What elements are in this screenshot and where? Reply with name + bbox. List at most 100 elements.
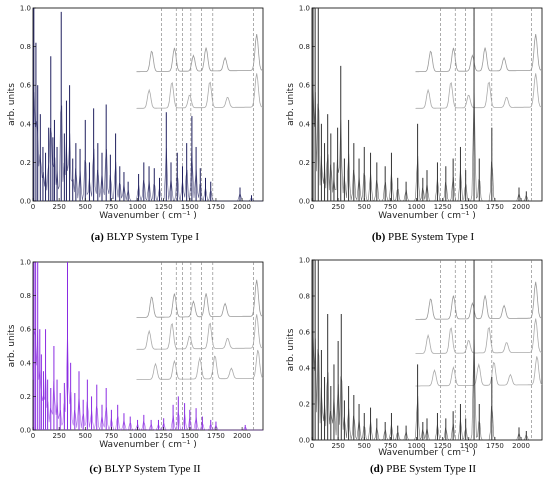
x-tick-label: 2000 [233,203,251,211]
x-tick-label: 1250 [434,442,452,450]
plot-frame [32,7,264,202]
x-tick-label: 1250 [434,203,452,211]
x-tick-label: 0 [310,203,314,211]
spectrum-line [32,329,263,431]
y-tick-label: 0.6 [299,82,311,90]
zoom-trace [415,34,543,73]
spectrum-series [311,8,542,202]
x-tick-label: 1000 [408,203,426,211]
panel-caption: (d) PBE System Type II [370,463,476,475]
zoom-trace [415,356,543,387]
x-axis-label: Wavenumber ( cm⁻¹ ) [378,448,476,458]
y-tick-label: 0.2 [299,159,310,167]
chart-panel: 0 250 500 750 1000 1250 1500 1750 2000 0.0 0.2 0.4 0… [286,5,543,243]
zoom-trace [136,34,264,73]
panel-letter: (a) [91,231,104,243]
plot-frame [311,7,543,202]
y-tick-label: 0.0 [20,427,31,435]
y-tick-label: 0.8 [299,43,310,51]
x-tick-label: 1750 [486,203,504,211]
x-tick-label: 750 [384,442,397,450]
panel-caption: (c) BLYP System Type II [89,463,201,475]
x-tick-label: 2000 [512,203,530,211]
x-tick-label: 250 [331,203,344,211]
y-tick-label: 0.0 [20,198,31,206]
panel-caption-text: BLYP System Type I [104,231,200,243]
y-tick-label: 0.2 [20,393,31,401]
zoom-trace [136,73,264,109]
zoom-trace [136,279,264,318]
y-tick-label: 0.6 [20,326,32,334]
spectrum-series [311,260,542,441]
x-tick-label: 0 [310,442,314,450]
spectrum-series [32,8,263,202]
x-axis-label: Wavenumber ( cm⁻¹ ) [378,211,476,221]
x-tick-label: 0 [31,432,35,440]
x-tick-label: 250 [331,442,344,450]
x-axis-label: Wavenumber ( cm⁻¹ ) [99,211,197,221]
x-tick-label: 1500 [181,203,199,211]
y-tick-label: 0.8 [20,43,31,51]
x-tick-label: 1500 [460,203,478,211]
x-tick-label: 500 [79,432,92,440]
panel-letter: (c) [89,463,102,475]
x-tick-label: 1000 [129,432,147,440]
x-tick-label: 750 [105,203,118,211]
y-tick-label: 1.0 [299,257,310,265]
y-tick-label: 0.4 [20,120,32,128]
chart-panel: 0 250 500 750 1000 1250 1500 1750 2000 0.0 0.2 0.4 0… [7,259,264,475]
spectrum-line [32,92,263,202]
y-axis-label: arb. units [286,83,296,126]
chart-panel: 0 250 500 750 1000 1250 1500 1750 2000 0.0 0.2 0.4 0… [286,257,543,475]
chart-panel: 0 250 500 750 1000 1250 1500 1750 2000 0.0 0.2 0.4 0… [7,5,264,243]
x-tick-label: 1750 [486,442,504,450]
plot-frame [311,259,543,441]
x-tick-label: 750 [384,203,397,211]
x-tick-label: 500 [358,442,371,450]
y-tick-label: 1.0 [20,5,31,13]
zoom-trace [415,318,543,354]
y-tick-label: 0.8 [299,293,310,301]
y-tick-label: 0.2 [20,159,31,167]
zoom-trace [415,281,543,320]
panel-caption: (b) PBE System Type I [372,231,475,243]
x-tick-label: 1750 [207,203,225,211]
spectrum-line [311,85,542,202]
y-tick-label: 0.2 [299,401,310,409]
x-tick-label: 2000 [512,442,530,450]
panel-caption-text: PBE System Type II [383,463,476,475]
y-tick-label: 0.6 [299,329,311,337]
x-tick-label: 500 [79,203,92,211]
x-tick-label: 250 [52,203,65,211]
y-tick-label: 0.4 [299,120,311,128]
panel-caption-text: BLYP System Type II [102,463,201,475]
y-tick-label: 0.0 [299,198,310,206]
zoom-trace [136,349,264,380]
y-axis-label: arb. units [7,83,17,126]
y-axis-label: arb. units [286,328,296,371]
x-tick-label: 500 [358,203,371,211]
x-tick-label: 1250 [155,432,173,440]
y-tick-label: 0.0 [299,437,310,445]
panel-letter: (d) [370,463,384,475]
x-tick-label: 2000 [233,432,251,440]
x-tick-label: 1000 [408,442,426,450]
y-tick-label: 0.4 [20,359,32,367]
y-tick-label: 0.6 [20,82,32,90]
x-tick-label: 0 [31,203,35,211]
spectrum-series [32,262,263,431]
panel-caption: (a) BLYP System Type I [91,231,199,243]
x-tick-label: 1250 [155,203,173,211]
y-tick-label: 1.0 [20,259,31,267]
y-tick-label: 0.4 [299,365,311,373]
panel-caption-text: PBE System Type I [385,231,474,243]
x-tick-label: 250 [52,432,65,440]
x-tick-label: 750 [105,432,118,440]
y-axis-label: arb. units [7,324,17,367]
zoom-trace [136,314,264,350]
spectrum-line [311,332,542,441]
zoom-trace [415,73,543,109]
y-tick-label: 0.8 [20,292,31,300]
y-tick-label: 1.0 [299,5,310,13]
